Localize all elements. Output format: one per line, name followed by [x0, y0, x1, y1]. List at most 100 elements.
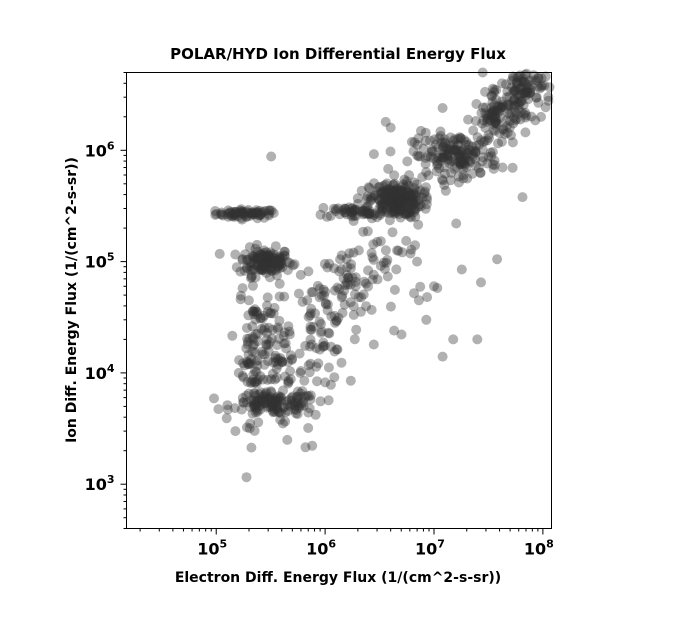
data-point	[255, 264, 266, 275]
data-point	[402, 156, 413, 167]
data-point	[255, 387, 266, 398]
data-point	[510, 106, 521, 117]
data-point	[255, 371, 266, 382]
data-point	[392, 245, 403, 256]
data-point	[517, 88, 528, 99]
data-point	[449, 134, 460, 145]
y-tick-label: 105	[85, 251, 115, 272]
data-point	[516, 96, 527, 107]
data-point	[531, 75, 542, 86]
data-point	[420, 203, 431, 214]
data-point	[252, 261, 263, 272]
data-point	[434, 151, 445, 162]
data-point	[489, 155, 500, 166]
data-point	[401, 198, 412, 209]
data-point	[241, 206, 252, 217]
data-point	[407, 196, 418, 207]
data-point	[468, 151, 479, 162]
data-point	[283, 375, 294, 386]
data-point	[266, 308, 276, 319]
data-point	[416, 125, 426, 136]
data-point	[229, 210, 240, 221]
data-point	[501, 92, 512, 103]
data-point	[249, 388, 260, 399]
data-point	[455, 157, 466, 168]
data-point	[503, 99, 514, 110]
data-point	[445, 175, 456, 186]
data-point	[349, 205, 360, 215]
data-point	[514, 99, 524, 110]
data-point	[378, 181, 389, 191]
data-point	[260, 388, 271, 399]
data-point	[300, 340, 311, 351]
data-point	[223, 208, 234, 219]
data-point	[476, 277, 486, 288]
data-point	[520, 107, 531, 118]
data-point	[314, 292, 325, 303]
data-point	[485, 147, 496, 158]
data-point	[287, 353, 298, 364]
data-point	[270, 353, 281, 363]
data-point	[379, 186, 389, 197]
data-point	[453, 171, 464, 182]
data-point	[256, 264, 267, 275]
data-point	[460, 139, 471, 150]
data-point	[260, 258, 271, 268]
data-point	[398, 194, 409, 205]
data-point	[331, 315, 342, 326]
data-point	[222, 400, 233, 411]
data-point	[274, 253, 285, 264]
data-point	[243, 310, 254, 321]
data-point	[274, 315, 285, 326]
data-point	[394, 205, 405, 216]
data-point	[368, 149, 379, 160]
data-point	[494, 101, 505, 112]
data-point	[392, 196, 402, 207]
data-point	[406, 212, 417, 223]
data-point	[393, 209, 404, 220]
data-point	[265, 263, 276, 273]
data-point	[363, 208, 374, 219]
data-point	[263, 397, 274, 408]
data-point	[408, 187, 419, 198]
data-point	[248, 252, 259, 262]
data-point	[451, 218, 462, 229]
data-point	[289, 397, 300, 408]
data-point	[381, 203, 392, 214]
data-point	[241, 212, 252, 223]
data-point	[385, 197, 396, 208]
data-point	[491, 114, 502, 125]
data-point	[319, 290, 329, 301]
data-point	[382, 254, 393, 265]
data-point	[296, 398, 307, 409]
data-point	[243, 349, 254, 360]
data-point	[395, 212, 406, 223]
data-point	[403, 197, 414, 208]
data-point	[396, 202, 407, 213]
data-point	[235, 294, 246, 305]
data-point	[252, 406, 263, 417]
data-point	[358, 209, 369, 220]
data-point	[453, 150, 464, 161]
data-point	[421, 199, 432, 210]
data-point	[374, 195, 385, 206]
data-point	[258, 252, 269, 263]
data-point	[391, 198, 402, 209]
data-point	[473, 163, 484, 174]
data-point	[422, 292, 433, 303]
data-point	[216, 207, 227, 218]
data-point	[435, 130, 446, 141]
data-point	[428, 153, 439, 164]
data-point	[280, 407, 291, 418]
data-point	[404, 170, 415, 181]
data-point	[421, 314, 432, 325]
data-point	[410, 203, 421, 214]
data-point	[252, 246, 263, 257]
data-point	[520, 87, 531, 98]
data-point	[268, 406, 278, 416]
data-point	[381, 205, 392, 216]
data-point	[524, 75, 535, 86]
data-point	[413, 201, 424, 212]
data-point	[426, 146, 437, 157]
data-point	[388, 180, 399, 191]
